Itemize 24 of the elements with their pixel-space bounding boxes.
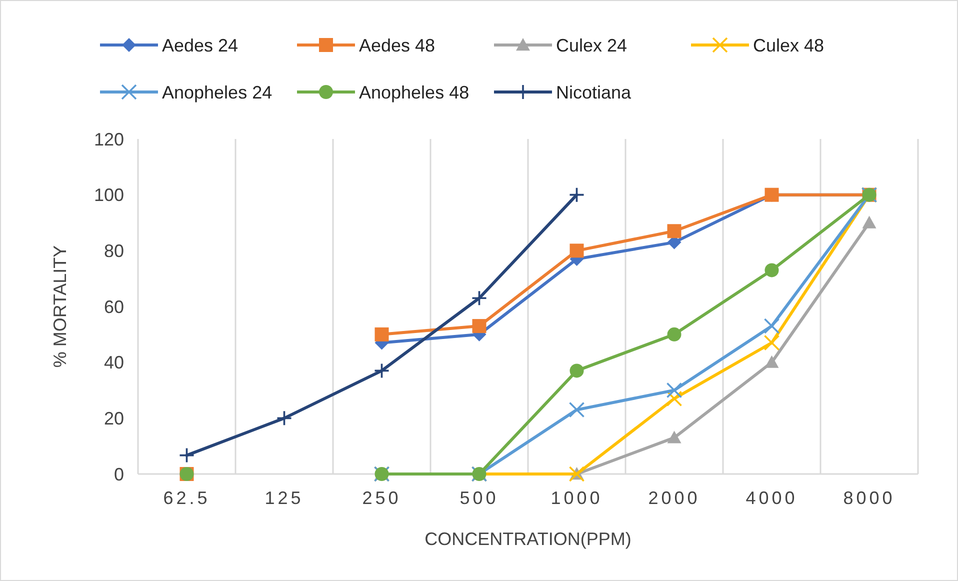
legend-label: Anopheles 24 (162, 82, 272, 102)
x-tick-label: 2000 (648, 488, 700, 508)
x-tick-label: 8000 (843, 488, 896, 508)
x-tick-label: 500 (460, 488, 499, 508)
y-tick-label: 80 (104, 240, 124, 261)
legend-label: Culex 48 (753, 35, 824, 56)
y-tick-label: 100 (94, 185, 124, 206)
x-tick-label: 250 (362, 488, 402, 508)
x-tick-label: 1000 (550, 488, 603, 508)
y-tick-label: 40 (104, 352, 124, 373)
legend-label: Aedes 24 (162, 35, 238, 56)
x-tick-label: 62.5 (163, 488, 210, 508)
y-axis-title: % MORTALITY (50, 245, 70, 368)
legend-label: Anopheles 48 (359, 82, 470, 102)
legend-label: Nicotiana (556, 82, 632, 102)
x-tick-label: 4000 (746, 488, 798, 508)
legend-label: Culex 24 (556, 35, 628, 56)
y-tick-label: 20 (104, 408, 124, 428)
x-tick-label: 125 (264, 488, 304, 508)
y-tick-label: 0 (114, 464, 124, 484)
legend-label: Aedes 48 (359, 35, 436, 56)
y-tick-label: 60 (104, 296, 124, 317)
y-tick-label: 120 (94, 129, 124, 150)
x-axis-title: CONCENTRATION(PPM) (424, 529, 632, 549)
